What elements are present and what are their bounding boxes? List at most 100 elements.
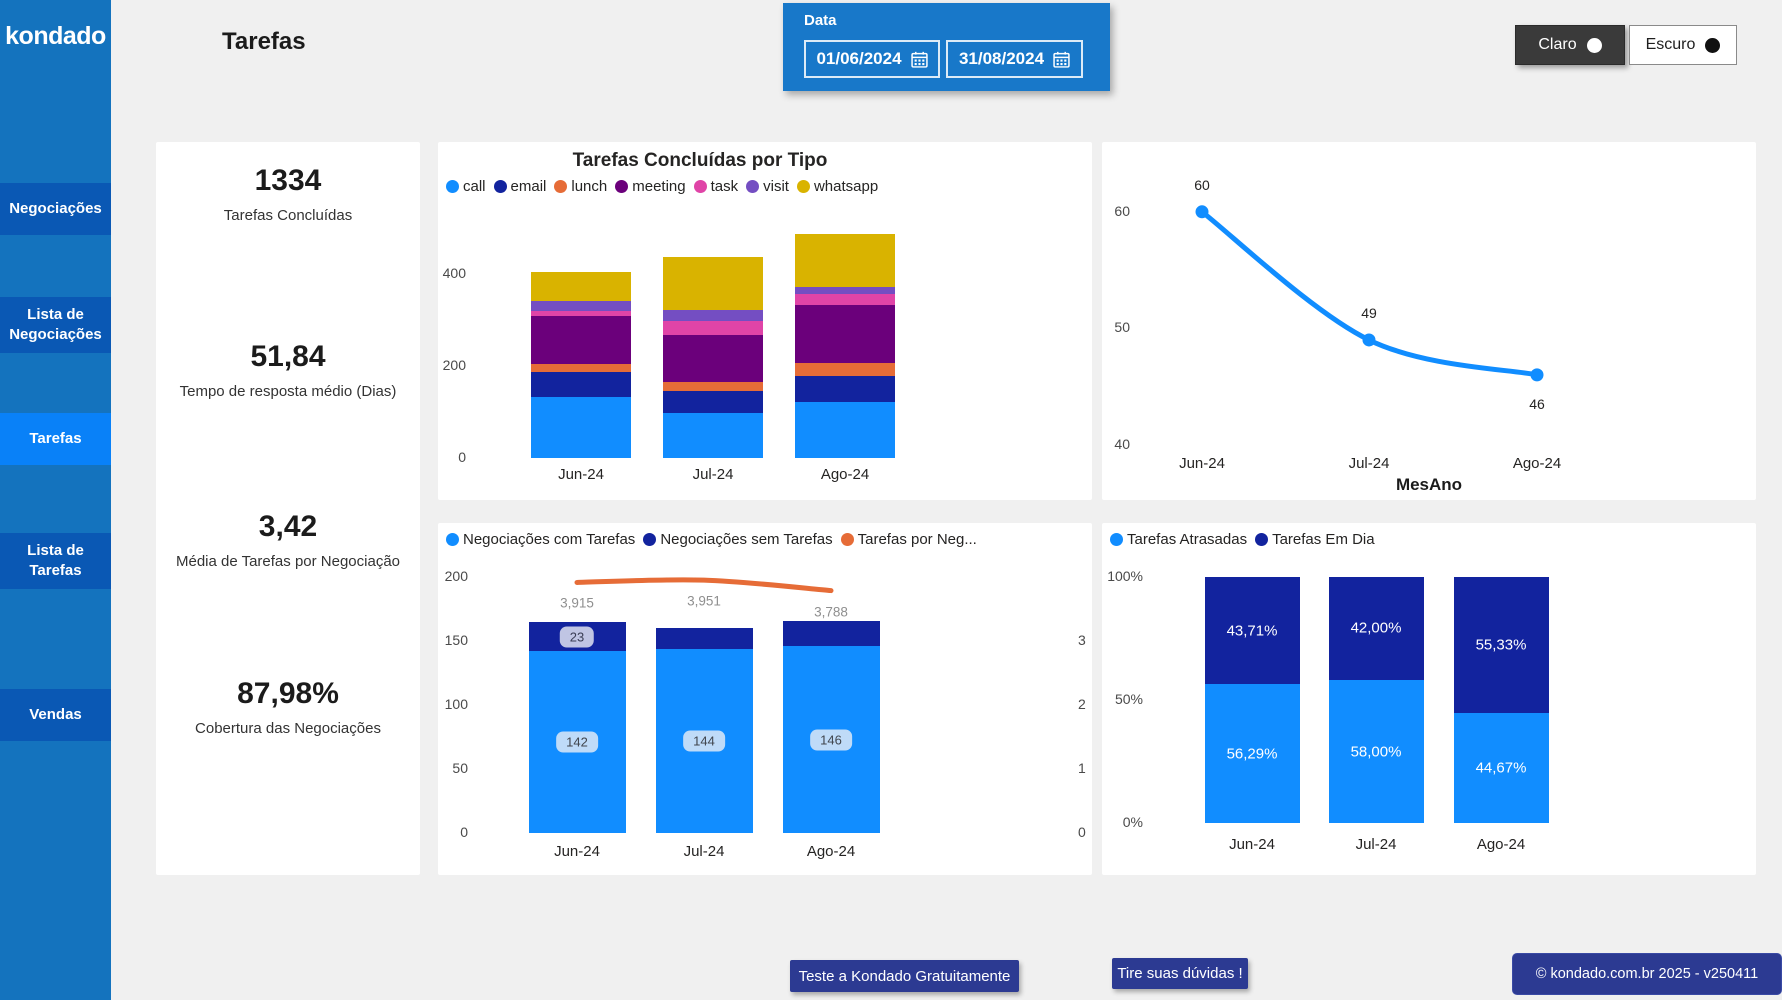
legend-label: call [463, 178, 486, 195]
legend-item-call[interactable]: call [446, 178, 486, 195]
data-point-marker[interactable] [1362, 333, 1376, 347]
sidebar-item-lista-de-tarefas[interactable]: Lista de Tarefas [0, 533, 111, 589]
sidebar-item-vendas[interactable]: Vendas [0, 689, 111, 741]
y-tick-label: 200 [442, 357, 466, 373]
bar-segment-call[interactable] [795, 401, 895, 458]
segment-pct-label: 58,00% [1350, 743, 1402, 761]
legend-label: Tarefas Em Dia [1272, 531, 1375, 548]
x-category-label: Jul-24 [1348, 455, 1390, 472]
chart-legend: Negociações com Tarefas Negociações sem T… [446, 531, 985, 548]
chart-tasks-status-100pct: Tarefas Atrasadas Tarefas Em Dia 0% 50% 100… [1102, 523, 1756, 875]
data-point-label: 60 [1194, 176, 1210, 193]
y-tick-label: 0 [458, 449, 466, 465]
bar-segment-task[interactable] [531, 310, 631, 316]
legend-item-visit[interactable]: visit [746, 178, 789, 195]
legend-item-meeting[interactable]: meeting [615, 178, 686, 195]
line-plot: 60 50 40 60 49 46 Jun-24 Jul-24 Ago-24 MesAno [1102, 142, 1756, 500]
chart-tasks-by-type: Tarefas Concluídas por Tipo call email lun… [438, 142, 1092, 500]
x-category-label: Jul-24 [692, 466, 734, 483]
sidebar-item-tarefas[interactable]: Tarefas [0, 413, 111, 465]
legend-item-negocia-es-sem-tarefas[interactable]: Negociações sem Tarefas [643, 531, 833, 548]
y-tick-label: 40 [1114, 435, 1130, 452]
legend-dot-icon [446, 533, 459, 546]
segment-pct-label: 43,71% [1226, 622, 1278, 640]
bar-segment-meeting[interactable] [531, 315, 631, 364]
x-category-label: Jul-24 [1355, 836, 1397, 853]
copyright-badge[interactable]: © kondado.com.br 2025 - v250411 [1512, 953, 1782, 995]
bar-segment-task[interactable] [795, 294, 895, 306]
legend-dot-icon [693, 180, 707, 193]
legend-item-negocia-es-com-tarefas[interactable]: Negociações com Tarefas [446, 531, 635, 548]
legend-item-tarefas-atrasadas[interactable]: Tarefas Atrasadas [1110, 531, 1247, 548]
bar-segment-lunch[interactable] [663, 382, 763, 391]
legend-item-email[interactable]: email [493, 178, 547, 195]
legend-dot-icon [554, 180, 568, 193]
bar-segment-visit[interactable] [795, 286, 895, 295]
bar-segment-call[interactable] [663, 413, 763, 458]
bar-segment-tarefas-atrasadas[interactable] [1328, 680, 1424, 823]
date-filter-label: Data [804, 12, 837, 29]
combo-plot: 0 50 100 150 200 0 1 2 3 Jun-24 142 23 Jul-24 144 Ago-… [438, 523, 1092, 875]
bar-segment-whatsapp[interactable] [795, 234, 895, 287]
bar-segment-task[interactable] [663, 321, 763, 336]
chart-title: Tarefas Concluídas por Tipo [572, 150, 828, 171]
legend-label: email [510, 178, 547, 195]
trial-cta-button[interactable]: Teste a Kondado Gratuitamente [790, 960, 1019, 992]
tarefas-por-negociacao-line[interactable] [574, 577, 834, 594]
bar-segment-tarefas-em-dia[interactable] [1328, 576, 1424, 681]
data-point-marker[interactable] [1530, 368, 1544, 382]
legend-item-task[interactable]: task [693, 178, 739, 195]
bar-segment-email[interactable] [531, 371, 631, 397]
chart-legend: call email lunch meeting task visit whatsapp [446, 178, 886, 195]
bar-segment-call[interactable] [531, 396, 631, 458]
bar-segment-email[interactable] [663, 390, 763, 414]
bar-segment-tarefas-atrasadas[interactable] [1453, 712, 1549, 823]
line-value-label: 3,951 [687, 593, 721, 609]
left-y-tick-label: 150 [444, 632, 468, 649]
bar-segment-lunch[interactable] [531, 363, 631, 372]
dark-theme-button[interactable]: Escuro [1629, 25, 1737, 65]
start-date-field[interactable]: 01/06/2024 [804, 40, 940, 78]
help-button[interactable]: Tire suas dúvidas ! [1112, 958, 1248, 989]
legend-item-tarefas-por-neg-[interactable]: Tarefas por Neg... [840, 531, 977, 548]
x-category-label: Jun-24 [1229, 836, 1275, 853]
bar-segment-visit[interactable] [663, 309, 763, 322]
x-category-label: Ago-24 [1476, 836, 1526, 853]
bar-segment-meeting[interactable] [795, 305, 895, 363]
bar-segment-whatsapp[interactable] [531, 271, 631, 301]
end-date-value: 31/08/2024 [958, 49, 1045, 68]
bar-segment-tarefas-em-dia[interactable] [1453, 576, 1549, 713]
bar-segment-visit[interactable] [531, 300, 631, 311]
kpi-value: 1334 [254, 164, 322, 197]
legend-dot-icon [1255, 533, 1269, 546]
legend-label: Negociações com Tarefas [463, 531, 636, 548]
light-theme-button[interactable]: Claro [1515, 25, 1625, 65]
line-series[interactable] [1199, 209, 1540, 378]
bar-segment-negocia-es-sem-tarefas[interactable] [655, 628, 753, 649]
legend-item-tarefas-em-dia[interactable]: Tarefas Em Dia [1255, 531, 1375, 548]
legend-label: visit [763, 178, 789, 195]
legend-item-whatsapp[interactable]: whatsapp [796, 178, 878, 195]
x-category-label: Ago-24 [1512, 455, 1562, 472]
bar-segment-whatsapp[interactable] [663, 256, 763, 310]
sidebar-item-label: Lista de Negociações [9, 305, 102, 343]
y-tick-label: 50% [1114, 690, 1143, 707]
sidebar-item-negociacoes[interactable]: Negociações [0, 183, 111, 235]
data-point-marker[interactable] [1195, 205, 1209, 219]
bar-segment-email[interactable] [795, 376, 895, 402]
sidebar: kondado Negociações Lista de Negociações… [0, 0, 111, 1000]
y-tick-label: 100% [1107, 567, 1143, 584]
calendar-icon [1053, 51, 1070, 68]
bar-segment-tarefas-atrasadas[interactable] [1204, 684, 1300, 823]
legend-item-lunch[interactable]: lunch [554, 178, 607, 195]
legend-label: task [710, 178, 739, 195]
bar-segment-meeting[interactable] [663, 335, 763, 383]
y-tick-label: 60 [1114, 202, 1130, 219]
bar-segment-negocia-es-sem-tarefas[interactable] [782, 620, 880, 647]
end-date-field[interactable]: 31/08/2024 [946, 40, 1083, 78]
bar-segment-tarefas-em-dia[interactable] [1204, 576, 1300, 685]
data-point-label: 46 [1529, 395, 1545, 412]
bar-segment-lunch[interactable] [795, 362, 895, 377]
help-label: Tire suas dúvidas ! [1117, 965, 1243, 982]
sidebar-item-lista-de-negociacoes[interactable]: Lista de Negociações [0, 297, 111, 353]
